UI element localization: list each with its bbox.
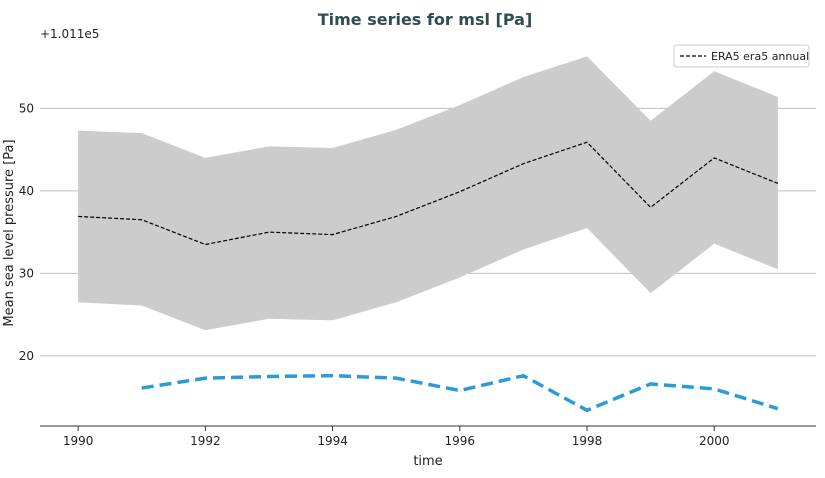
legend-label-era5: ERA5 era5 annual <box>711 50 809 63</box>
series-line-0 <box>78 141 779 246</box>
x-tick-label-1996: 1996 <box>445 434 476 448</box>
x-ticks: 1990 1992 1994 1996 1998 2000 <box>63 426 730 448</box>
x-tick-label-1994: 1994 <box>317 434 348 448</box>
series-line-1 <box>141 373 779 413</box>
legend-box <box>673 44 810 68</box>
chart-title: Time series for msl [Pa] <box>318 10 533 29</box>
legend: ERA5 era5 annual <box>673 44 810 68</box>
x-axis-label: time <box>413 454 442 469</box>
uncertainty-bands <box>78 56 778 331</box>
y-tick-label-50: 50 <box>19 101 34 115</box>
series-lines <box>78 141 779 413</box>
y-axis-label: Mean sea level pressure [Pa] <box>2 139 17 326</box>
y-offset-label: +1.011e5 <box>40 27 99 41</box>
x-tick-label-1992: 1992 <box>190 434 221 448</box>
series-band-0 <box>78 56 778 331</box>
x-tick-label-1998: 1998 <box>572 434 603 448</box>
y-tick-label-40: 40 <box>19 184 34 198</box>
y-tick-label-20: 20 <box>19 349 34 363</box>
x-tick-label-1990: 1990 <box>63 434 94 448</box>
y-tick-label-30: 30 <box>19 266 34 280</box>
y-ticks: 20 30 40 50 <box>19 101 34 363</box>
x-tick-label-2000: 2000 <box>699 434 730 448</box>
